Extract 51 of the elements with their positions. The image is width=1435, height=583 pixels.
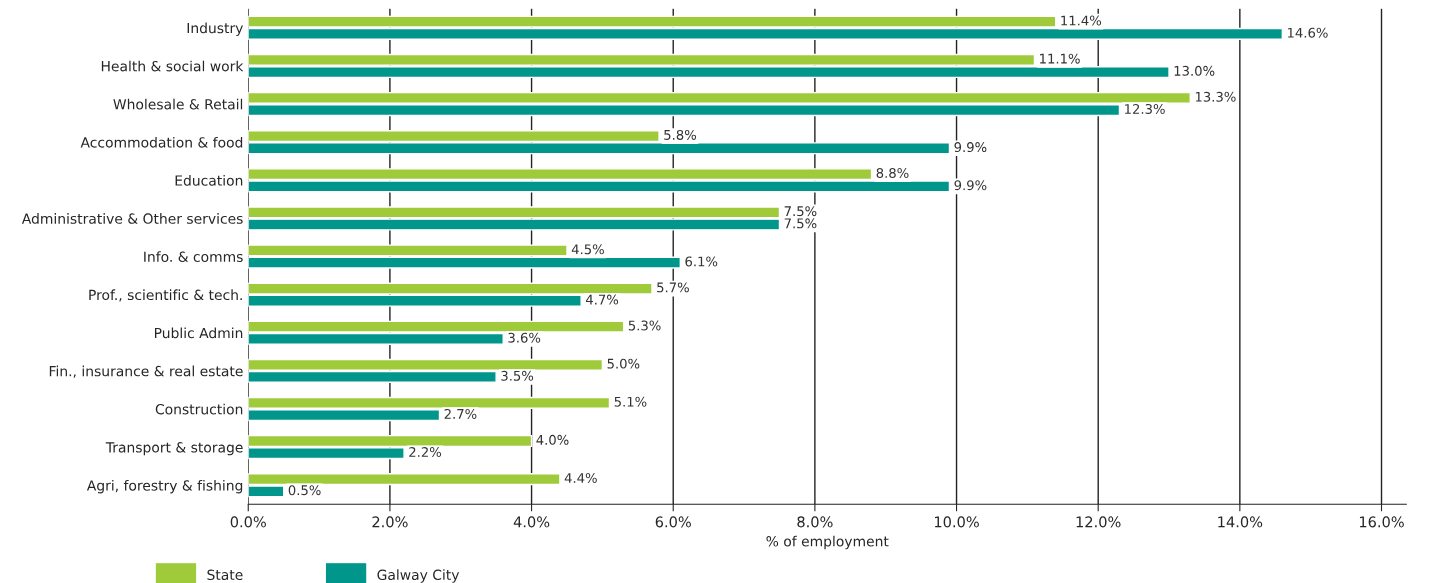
y-tick-label: Public Admin	[154, 327, 243, 339]
legend-label: State	[207, 569, 243, 581]
data-label: 13.0%	[1174, 65, 1215, 76]
data-label: 12.3%	[1125, 103, 1165, 114]
data-label: 5.8%	[664, 129, 697, 140]
data-label: 8.8%	[876, 168, 909, 179]
y-tick-label: Transport & storage	[105, 442, 243, 456]
x-tick-label: 4.0%	[513, 516, 550, 528]
y-tick-label: Accommodation & food	[80, 136, 243, 148]
y-tick-label: Info. & comms	[144, 251, 243, 262]
x-tick-label: 6.0%	[655, 516, 691, 528]
data-label: 9.9%	[954, 142, 987, 153]
x-axis-title: % of employment	[766, 535, 889, 550]
x-tick-label: 0.0%	[230, 516, 266, 528]
legend-label: Galway City	[377, 569, 460, 583]
data-label: 5.3%	[628, 320, 661, 331]
data-label: 3.6%	[508, 332, 541, 343]
y-tick-label: Agri, forestry & fishing	[86, 479, 243, 494]
y-tick-label: Industry	[187, 22, 243, 36]
x-tick-label: 2.0%	[372, 516, 408, 528]
x-tick-label: 14.0%	[1218, 516, 1263, 528]
data-label: 5.1%	[614, 396, 647, 407]
data-label: 5.0%	[607, 358, 640, 369]
data-label: 11.1%	[1040, 53, 1080, 64]
data-label: 3.5%	[501, 370, 534, 381]
data-label: 14.6%	[1287, 27, 1328, 38]
data-label: 9.9%	[954, 180, 987, 191]
x-tick-label: 12.0%	[1076, 516, 1121, 528]
data-label: 4.5%	[571, 244, 604, 255]
data-label: 5.7%	[657, 282, 689, 293]
y-tick-label: Administrative & Other services	[21, 213, 243, 224]
data-label: 2.7%	[444, 408, 477, 419]
data-label: 13.3%	[1195, 91, 1236, 102]
data-label: 4.0%	[536, 434, 569, 445]
data-label: 4.7%	[585, 294, 619, 305]
x-tick-label: 16.0%	[1359, 516, 1404, 528]
y-tick-label: Construction	[155, 403, 243, 415]
data-label: 11.4%	[1061, 15, 1102, 26]
y-tick-label: Wholesale & Retail	[113, 98, 243, 110]
data-label: 7.5%	[784, 218, 817, 229]
y-tick-label: Health & social work	[101, 60, 244, 72]
data-label: 6.1%	[685, 256, 718, 267]
data-label: 0.5%	[288, 485, 321, 496]
y-tick-label: Prof., scientific & tech.	[89, 289, 242, 302]
x-tick-label: 10.0%	[934, 516, 979, 528]
data-label: 4.4%	[564, 472, 597, 483]
data-label: 7.5%	[784, 206, 817, 217]
y-tick-label: Education	[175, 175, 243, 186]
y-tick-label: Fin., insurance & real estate	[49, 365, 243, 378]
data-label: 2.2%	[409, 447, 442, 458]
x-tick-label: 8.0%	[797, 516, 833, 528]
